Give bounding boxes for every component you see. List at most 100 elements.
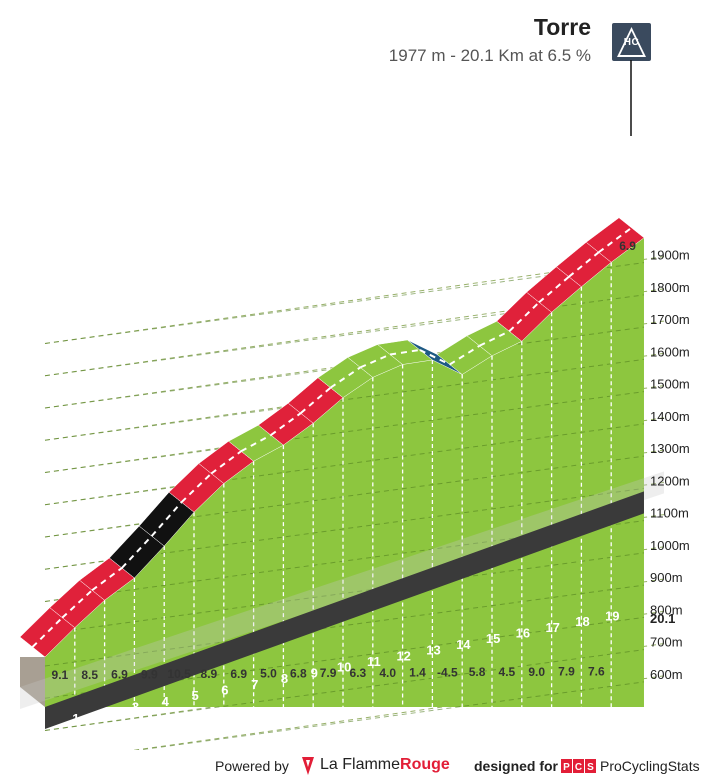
pcs-logo-icon: P C S [561, 759, 596, 773]
gradient-label: 6.9 [619, 239, 636, 253]
gradient-label: 6.3 [350, 666, 367, 680]
km-mark-label: 15 [486, 631, 500, 646]
elevation-tick-label: 700m [650, 635, 683, 650]
road-centre-line [419, 349, 451, 366]
km-mark-label: 17 [545, 620, 559, 635]
ground-gridline [135, 681, 645, 750]
road-centre-line [389, 348, 421, 356]
elevation-tick-label: 1800m [650, 280, 690, 295]
gradient-label: 10.5 [167, 667, 191, 681]
elevation-tick-label: 800m [650, 602, 683, 617]
road-centre-line [359, 353, 391, 369]
climb-summary: 1977 m - 20.1 Km at 6.5 % [388, 46, 591, 65]
km-mark-label: 7 [251, 677, 258, 692]
km-mark-label: 8 [281, 671, 288, 686]
road-centre-line [598, 226, 633, 254]
total-distance-label: 20.1 [650, 611, 675, 626]
gradient-label: 7.9 [320, 666, 337, 680]
ground-gridline [44, 584, 645, 667]
km-mark-label: 11 [367, 654, 381, 669]
gradient-road [19, 217, 645, 658]
km-mark-label: 12 [396, 648, 410, 663]
elevation-tick-label: 1400m [650, 409, 690, 424]
gradient-label: 9.1 [52, 668, 69, 682]
designed-for-text: designed for [474, 758, 559, 774]
brand-bold: Rouge [400, 756, 450, 773]
road-centre-line [31, 616, 64, 648]
base-shadow [20, 471, 664, 709]
elevation-tick-label: 1300m [650, 441, 690, 456]
km-mark-label: 3 [132, 700, 139, 715]
elevation-profile-chart: 600m 700m 800m 900m 1000m 1100m 1200m 1300m 1400… [19, 60, 690, 750]
km-mark-label: 1 [72, 711, 79, 726]
gradient-label: 5.8 [469, 665, 486, 679]
road-centre-line [61, 589, 93, 619]
gradient-label: 1.4 [409, 666, 426, 680]
gradient-label: 6.9 [111, 668, 128, 682]
km-mark-label: 14 [456, 637, 471, 652]
brand-plain: La Flamme [320, 756, 401, 773]
category-label: HC [623, 37, 640, 48]
ground-gridline [44, 520, 645, 602]
gradient-label: 8.9 [201, 667, 218, 681]
km-mark-label: 4 [162, 694, 170, 709]
km-mark-label: 9 [311, 665, 318, 680]
km-mark-label: 10 [337, 660, 351, 675]
gradient-label: 4.5 [499, 665, 516, 679]
ground-gridline [44, 552, 645, 635]
gradient-label: 7.9 [558, 665, 575, 679]
gradient-label: 5.0 [260, 667, 277, 681]
base-band [45, 491, 644, 729]
ground-gridline [44, 391, 645, 473]
km-mark-label: 5 [191, 688, 198, 703]
road-centre-line [121, 535, 153, 569]
km-mark-label: 2 [102, 705, 109, 720]
ground-gridline [44, 262, 645, 344]
elevation-tick-label: 600m [650, 667, 683, 682]
elevation-tick-label: 1500m [650, 377, 690, 392]
ground-gridline [44, 294, 645, 377]
gradient-label: 7.6 [588, 664, 605, 678]
gradient-label: 6.8 [290, 666, 307, 680]
road-centre-line [150, 501, 183, 537]
svg-text:C: C [575, 762, 582, 773]
gradient-label: 9.0 [528, 665, 545, 679]
km-mark-label: 19 [605, 608, 619, 623]
elevation-tick-label: 1000m [650, 538, 690, 553]
gradient-label: 4.0 [379, 666, 396, 680]
axis-labels: 600m 700m 800m 900m 1000m 1100m 1200m 1300m 1400… [52, 60, 690, 726]
flame-logo-icon [302, 757, 314, 775]
gradient-label: 9.9 [141, 667, 158, 681]
ground-gridline [44, 649, 645, 731]
road-centre-line [508, 301, 540, 332]
mountain-icon [617, 27, 646, 57]
svg-text:S: S [587, 762, 594, 773]
road-centre-line [449, 344, 481, 366]
ground-gridline [44, 358, 645, 441]
svg-text:P: P [563, 762, 570, 773]
elevation-tick-label: 1100m [650, 506, 689, 521]
km-mark-label: 6 [221, 683, 228, 698]
gradient-label: 6.9 [230, 667, 247, 681]
gradient-label: -4.5 [437, 665, 458, 679]
start-wall [20, 657, 45, 707]
elevation-tick-label: 1900m [650, 248, 690, 263]
elevation-tick-label: 1700m [650, 312, 690, 327]
road-centre-line [240, 434, 272, 453]
road-centre-line [479, 330, 510, 347]
ground-gridline [44, 326, 645, 409]
km-mark-label: 13 [426, 643, 440, 658]
profile-ground [20, 237, 664, 750]
elevation-tick-label: 900m [650, 570, 683, 585]
road-centre-line [180, 472, 212, 503]
climb-title: Torre [533, 14, 591, 40]
procyclingstats-brand[interactable]: ProCyclingStats [600, 758, 700, 774]
footer: Powered by La FlammeRouge designed for P… [0, 752, 705, 782]
ground-gridline [44, 423, 645, 506]
elevation-tick-label: 1200m [650, 473, 690, 488]
lafflammerouge-brand[interactable]: La FlammeRouge [320, 756, 450, 774]
gradient-label: 8.5 [81, 668, 98, 682]
km-mark-label: 18 [575, 614, 589, 629]
elevation-tick-label: 1600m [650, 344, 690, 359]
category-badge: HC [612, 23, 651, 61]
